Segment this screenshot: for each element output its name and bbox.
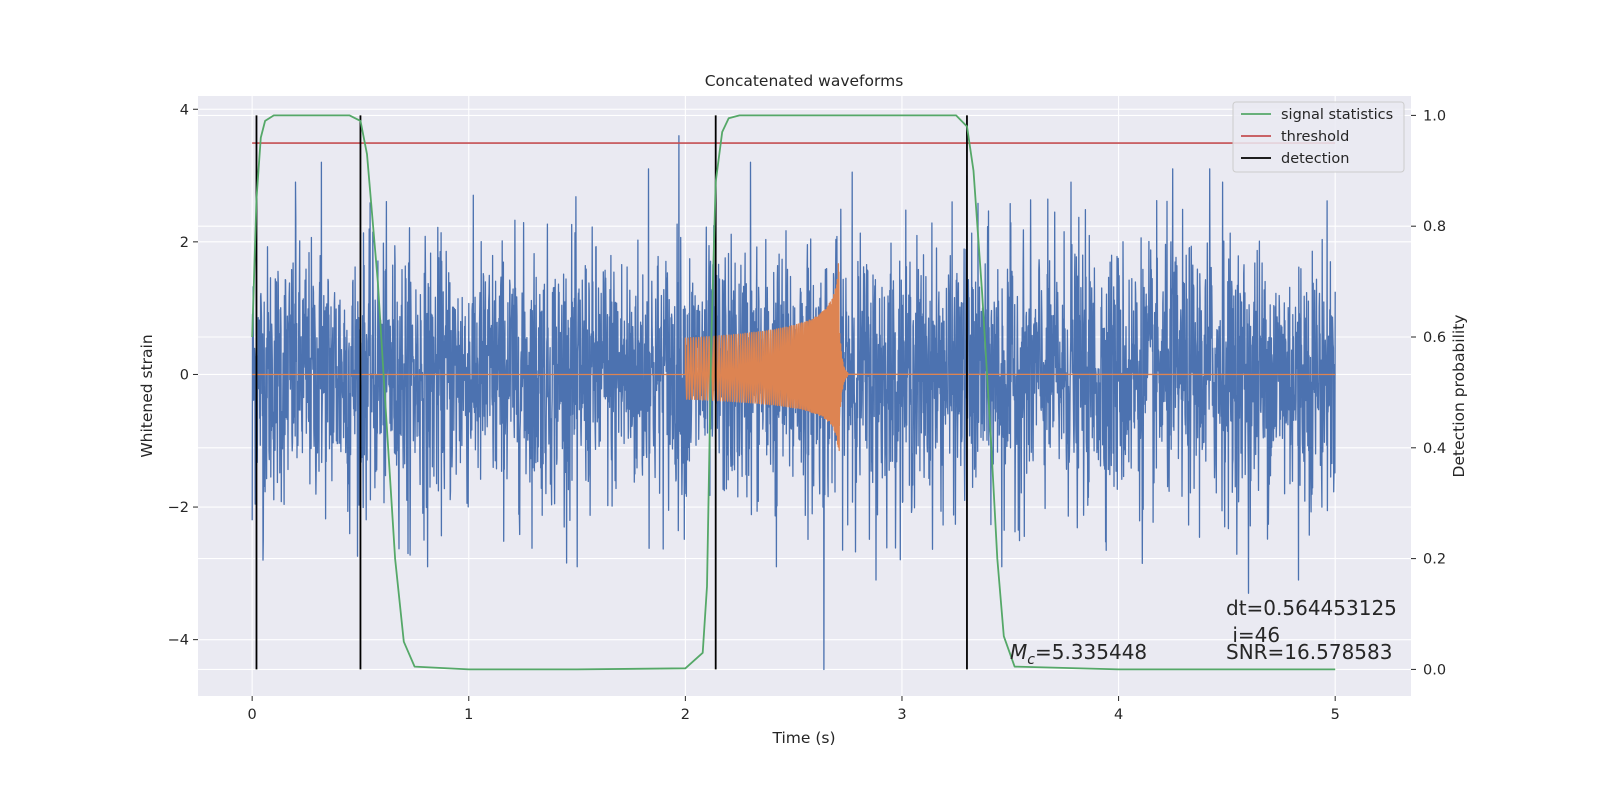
y2-tick-label-5: 1.0 (1423, 108, 1446, 124)
x-tick-label-2: 2 (681, 707, 690, 723)
x-tick-label-5: 5 (1331, 707, 1340, 723)
statistics-series (251, 114, 1336, 671)
legend-frame (1232, 101, 1405, 173)
x-tick-label-3: 3 (897, 707, 906, 723)
x-tick-label-1: 1 (464, 707, 473, 723)
y2-axis-label: Detection probability (1450, 315, 1468, 478)
legend-label-detection: detection (1281, 151, 1349, 167)
dt-annotation: dt=0.564453125 (1226, 596, 1397, 620)
y-tick-label-3: 2 (180, 235, 189, 251)
index-annotation: i=46 (1226, 623, 1280, 647)
x-tick-label-0: 0 (248, 707, 257, 723)
y2-tick-label-1: 0.2 (1423, 552, 1446, 568)
y-axis-label: Whitened strain (138, 334, 156, 457)
y2-tick-label-3: 0.6 (1423, 330, 1446, 346)
legend-label-threshold: threshold (1281, 129, 1349, 145)
y-tick-label-2: 0 (180, 367, 189, 383)
snr-annotation: SNR=16.578583 (1226, 640, 1392, 664)
statistics-line (251, 114, 1336, 671)
chart-title: Concatenated waveforms (705, 72, 904, 90)
legend: signal statistics threshold detection (1232, 101, 1405, 173)
whitened-strain-series (251, 135, 1336, 671)
x-axis-label: Time (s) (771, 729, 835, 747)
y2-tick-label-2: 0.4 (1423, 441, 1446, 457)
y-tick-label-0: −4 (168, 633, 189, 649)
axes: 0 1 2 3 4 5 −4 −2 0 2 4 0.0 0.2 0.4 0.6 0.8 1.0 (168, 102, 1446, 723)
x-tick-label-4: 4 (1114, 707, 1123, 723)
y-tick-label-1: −2 (168, 500, 189, 516)
y2-tick-label-0: 0.0 (1423, 662, 1446, 678)
legend-label-statistics: signal statistics (1281, 107, 1393, 123)
chirp-mass-annotation: Mc=5.335448 (1010, 640, 1147, 668)
y2-tick-label-4: 0.8 (1423, 219, 1446, 235)
y-tick-label-4: 4 (180, 102, 189, 118)
strain-line (251, 135, 1336, 671)
